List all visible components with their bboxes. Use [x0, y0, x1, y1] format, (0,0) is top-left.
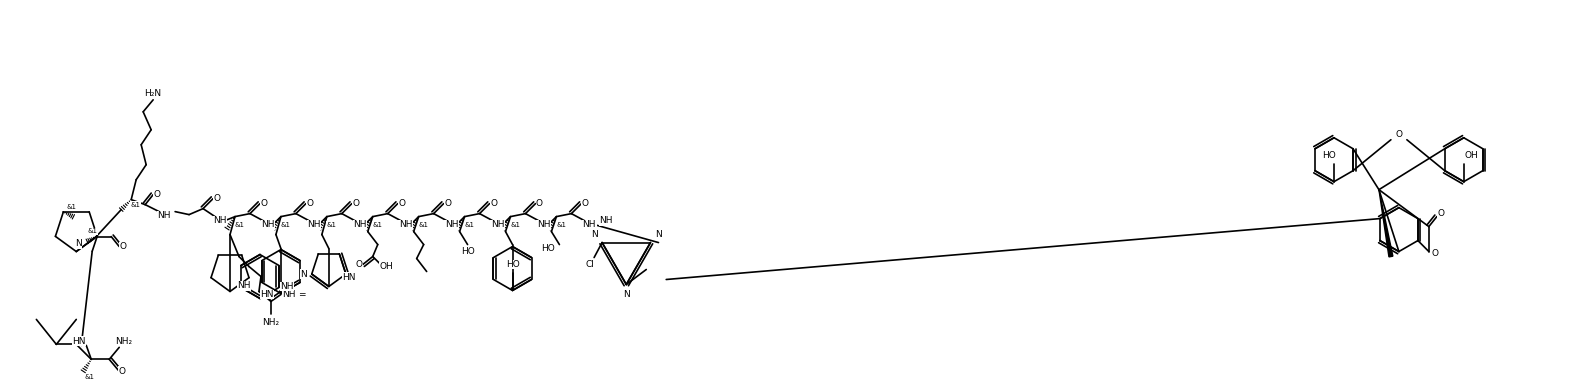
Text: NH: NH	[399, 220, 412, 229]
Text: NH₂: NH₂	[262, 318, 279, 327]
Text: OH: OH	[380, 262, 393, 271]
Text: &1: &1	[84, 374, 95, 380]
Text: HN: HN	[260, 290, 273, 299]
Text: N: N	[300, 270, 308, 279]
Text: &1: &1	[557, 222, 567, 227]
Text: O: O	[1438, 209, 1444, 218]
Text: O: O	[398, 199, 406, 208]
Text: N: N	[74, 239, 82, 248]
Text: NH: NH	[281, 282, 294, 291]
Text: HO: HO	[1322, 151, 1337, 160]
Text: NH: NH	[158, 211, 170, 220]
Text: NH: NH	[308, 220, 320, 229]
Text: O: O	[213, 194, 221, 203]
Text: NH: NH	[600, 216, 614, 225]
Text: O: O	[118, 367, 126, 376]
Text: HO: HO	[505, 260, 519, 269]
Text: OH: OH	[1464, 151, 1479, 160]
Text: O: O	[260, 199, 267, 208]
Text: &1: &1	[418, 222, 429, 227]
Text: &1: &1	[511, 222, 521, 227]
Text: NH: NH	[353, 220, 366, 229]
Text: NH: NH	[537, 220, 551, 229]
Text: O: O	[306, 199, 314, 208]
Text: NH: NH	[491, 220, 505, 229]
Text: HN: HN	[342, 272, 355, 282]
Text: =: =	[298, 290, 306, 299]
Text: N: N	[590, 230, 598, 239]
Text: O: O	[355, 260, 363, 269]
Text: O: O	[1395, 130, 1403, 139]
Polygon shape	[1379, 190, 1393, 257]
Text: O: O	[582, 199, 589, 208]
Text: NH: NH	[213, 216, 227, 225]
Text: O: O	[537, 199, 543, 208]
Text: H₂N: H₂N	[145, 89, 161, 98]
Text: &1: &1	[87, 228, 98, 234]
Text: O: O	[120, 242, 126, 251]
Text: &1: &1	[372, 222, 383, 227]
Text: &1: &1	[66, 204, 76, 210]
Text: &1: &1	[281, 222, 290, 227]
Text: O: O	[1431, 249, 1438, 258]
Text: &1: &1	[464, 222, 475, 227]
Text: NH: NH	[237, 281, 251, 290]
Text: &1: &1	[131, 202, 140, 208]
Text: O: O	[443, 199, 451, 208]
Text: Cl: Cl	[585, 260, 595, 269]
Text: NH: NH	[582, 220, 596, 229]
Text: NH: NH	[282, 290, 295, 299]
Text: O: O	[153, 190, 161, 199]
Text: N: N	[655, 230, 661, 239]
Text: NH: NH	[445, 220, 458, 229]
Text: &1: &1	[327, 222, 336, 227]
Text: &1: &1	[235, 222, 245, 227]
Text: HO: HO	[541, 244, 555, 253]
Text: HN: HN	[73, 337, 87, 346]
Text: O: O	[491, 199, 497, 208]
Text: O: O	[352, 199, 360, 208]
Text: NH₂: NH₂	[115, 337, 133, 346]
Text: N: N	[623, 290, 630, 299]
Text: NH: NH	[262, 220, 275, 229]
Text: HO: HO	[461, 247, 475, 256]
